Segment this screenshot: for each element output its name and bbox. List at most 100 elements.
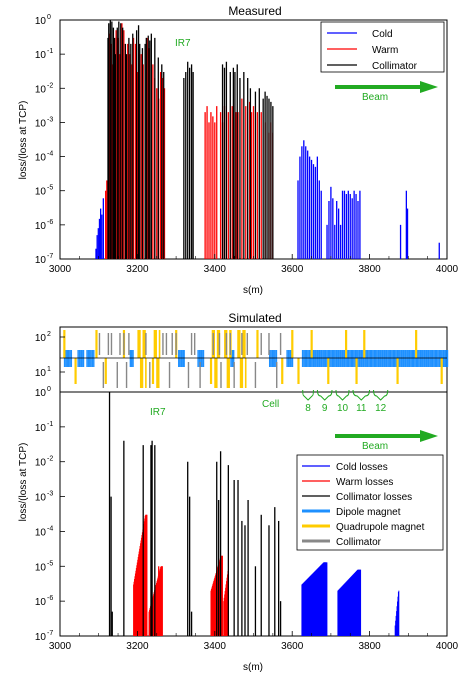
dipole-magnet: [129, 350, 132, 367]
quadrupole-magnet: [363, 330, 366, 358]
quadrupole-magnet: [240, 358, 243, 388]
simulated-xtick-label: 3000: [49, 641, 72, 652]
dipole-magnet: [375, 350, 377, 367]
quadrupole-magnet: [137, 330, 139, 358]
collimator-marker: [246, 333, 249, 355]
dipole-magnet: [69, 350, 71, 367]
simulated-xtick-label: 3400: [204, 641, 227, 652]
dipole-magnet: [343, 350, 346, 367]
quadrupole-magnet: [211, 330, 214, 358]
quadrupole-magnet: [153, 330, 156, 358]
simulated-legend-label: Cold losses: [336, 462, 388, 473]
cell-number: 12: [375, 403, 387, 414]
measured-legend-box: [320, 21, 445, 73]
measured-xtick-label: 3200: [126, 264, 149, 275]
simulated-legend-label: Collimator: [336, 537, 382, 548]
dipole-magnet: [391, 350, 393, 367]
quadrupole-magnet: [344, 330, 348, 358]
dipole-magnet: [89, 350, 91, 367]
quadrupole-magnet: [63, 330, 66, 358]
collimator-marker: [229, 333, 231, 355]
dipole-magnet: [385, 350, 388, 367]
quadrupole-magnet: [415, 330, 418, 358]
dipole-magnet: [402, 350, 404, 367]
collimator-marker: [171, 333, 173, 355]
measured-ytick-exponent: -1: [47, 48, 53, 55]
quadrupole-magnet: [310, 330, 313, 358]
dipole-magnet: [183, 350, 185, 367]
simulated-ytick-exponent: -6: [47, 595, 53, 602]
simulated-ytick-label: 10: [35, 493, 47, 504]
collimator-marker: [128, 333, 130, 355]
dipole-magnet: [387, 350, 389, 367]
dipole-magnet: [65, 350, 67, 367]
dipole-magnet: [415, 350, 418, 367]
collimator-marker: [260, 333, 262, 355]
dipole-magnet: [330, 350, 332, 367]
dipole-magnet: [273, 350, 275, 367]
dipole-magnet: [319, 350, 321, 367]
dipole-magnet: [373, 350, 376, 367]
dipole-magnet: [395, 350, 397, 367]
dipole-magnet: [268, 350, 271, 367]
dipole-magnet: [369, 350, 371, 367]
simulated-legend: Cold losses Warm losses Collimator losses D…: [296, 454, 444, 551]
dipole-magnet: [180, 350, 183, 367]
dipole-magnet: [86, 350, 88, 367]
dipole-magnet: [365, 350, 367, 367]
collimator-marker: [268, 333, 270, 355]
cell-bracket: [352, 389, 371, 401]
simulated-ylabel: loss/(loss at TCP): [18, 443, 29, 522]
simulated-ytick-exponent: 0: [47, 386, 51, 393]
simulated-ytick-exponent: -2: [47, 456, 53, 463]
dipole-magnet: [78, 350, 81, 367]
simulated-legend-label: Quadrupole magnet: [336, 522, 425, 533]
quadrupole-magnet: [396, 358, 399, 384]
measured-xtick-label: 3600: [281, 264, 304, 275]
dipole-magnet: [354, 350, 357, 367]
dipole-magnet: [301, 350, 304, 367]
dipole-magnet: [67, 350, 70, 367]
dipole-magnet: [349, 350, 351, 367]
dipole-magnet: [407, 350, 409, 367]
dipole-magnet: [345, 350, 347, 367]
simulated-title: Simulated: [228, 311, 281, 325]
measured-title: Measured: [228, 4, 281, 18]
cell-annotation: Cell 8 9 10 11 12: [262, 389, 389, 414]
dipole-magnet: [312, 350, 315, 367]
dipole-magnet: [307, 350, 309, 367]
quadrupole-magnet: [241, 358, 244, 388]
quadrupole-magnet: [216, 330, 219, 358]
measured-ytick-label: 10: [35, 221, 47, 232]
cell-number: 9: [322, 403, 328, 414]
dipole-magnet: [412, 350, 415, 367]
collimator-marker: [254, 362, 257, 388]
simulated-ytick-label: 10: [35, 458, 47, 469]
collimator-marker: [107, 333, 110, 355]
dipole-magnet: [304, 350, 306, 367]
dipole-magnet: [93, 350, 95, 367]
dipole-magnet: [63, 350, 66, 367]
dipole-magnet: [403, 350, 405, 367]
measured-ytick-exponent: -5: [47, 185, 53, 192]
quadrupole-magnet: [151, 358, 155, 384]
dipole-magnet: [91, 350, 94, 367]
dipole-magnet: [323, 350, 325, 367]
simulated-ytick-exponent: -7: [47, 630, 53, 637]
beam-arrow-head: [420, 81, 438, 93]
quadrupole-magnet: [243, 330, 245, 358]
quadrupole-magnet: [144, 330, 146, 358]
quadrupole-magnet: [237, 330, 239, 358]
dipole-magnet: [446, 350, 449, 367]
dipole-magnet: [326, 350, 328, 367]
collimator-marker: [212, 333, 214, 355]
measured-ytick-label: 10: [35, 50, 47, 61]
dipole-magnet: [431, 350, 434, 367]
dipole-magnet: [322, 350, 324, 367]
dipole-magnet: [341, 350, 343, 367]
dipole-magnet: [377, 350, 380, 367]
collimator-marker: [241, 333, 243, 355]
dipole-magnet: [324, 350, 327, 367]
